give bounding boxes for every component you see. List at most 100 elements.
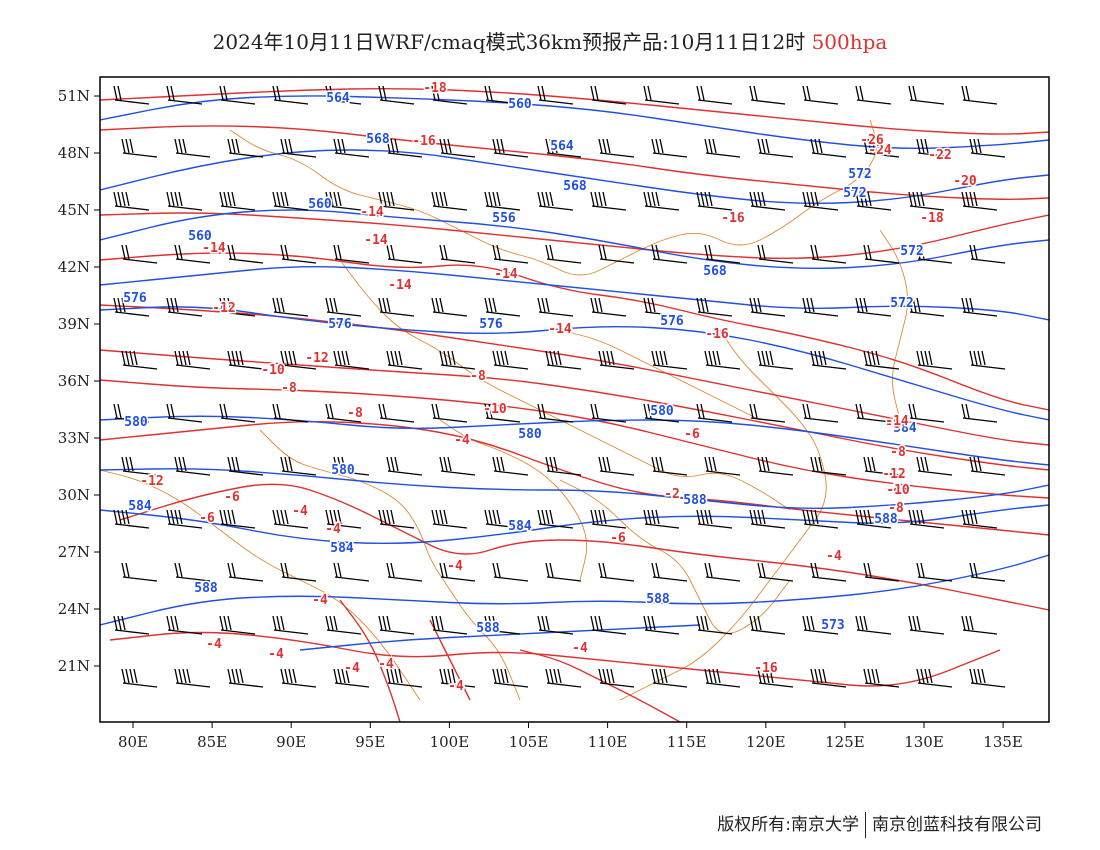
wind-barb bbox=[916, 668, 953, 688]
height-label: 573 bbox=[821, 618, 844, 633]
temperature-label: -14 bbox=[360, 205, 384, 220]
temperature-label: -14 bbox=[388, 278, 412, 293]
wind-barb bbox=[863, 668, 900, 688]
temperature-label: -14 bbox=[364, 233, 388, 248]
wind-barb bbox=[431, 191, 468, 211]
wind-barb bbox=[227, 138, 264, 158]
wind-barb bbox=[545, 350, 582, 370]
wind-barb bbox=[908, 509, 945, 529]
temperature-label: -8 bbox=[888, 501, 904, 516]
wind-barb bbox=[174, 244, 211, 264]
border-line bbox=[619, 329, 827, 701]
y-axis-ticks: 51N 48N 45N 42N 39N 36N 33N 30N 27N 24N 21N bbox=[58, 87, 100, 675]
height-label: 584 bbox=[893, 421, 917, 436]
wind-barb bbox=[598, 350, 635, 370]
wind-barb bbox=[166, 403, 203, 423]
wind-barb bbox=[908, 615, 945, 635]
y-tick-label: 36N bbox=[58, 372, 90, 390]
wind-barb bbox=[810, 138, 847, 158]
temperature-label: -4 bbox=[268, 647, 284, 662]
wind-barb bbox=[696, 191, 733, 211]
temperature-label: -12 bbox=[882, 467, 905, 482]
y-tick-label: 30N bbox=[58, 486, 90, 504]
wind-barb bbox=[810, 562, 847, 582]
wind-barb bbox=[802, 297, 839, 317]
height-label: 580 bbox=[650, 404, 674, 419]
wind-barb bbox=[545, 138, 582, 158]
temperature-label: -4 bbox=[447, 559, 463, 574]
border-line bbox=[339, 259, 791, 511]
wind-barb bbox=[643, 615, 680, 635]
wind-barb bbox=[590, 403, 627, 423]
wind-barb bbox=[431, 509, 468, 529]
y-tick-label: 51N bbox=[58, 87, 90, 105]
wind-barb bbox=[855, 297, 892, 317]
wind-barb bbox=[704, 562, 741, 582]
wind-barb bbox=[386, 138, 423, 158]
wind-barb bbox=[333, 138, 370, 158]
wind-barb bbox=[969, 138, 1006, 158]
wind-barb bbox=[651, 244, 688, 264]
wind-barb bbox=[378, 297, 415, 317]
wind-barb bbox=[643, 509, 680, 529]
wind-barb bbox=[696, 615, 733, 635]
border-line bbox=[559, 479, 791, 634]
wind-barb bbox=[378, 509, 415, 529]
wind-barb bbox=[749, 85, 786, 105]
x-tick-label: 90E bbox=[276, 733, 306, 751]
wind-barb bbox=[333, 456, 370, 476]
wind-barb bbox=[704, 668, 741, 688]
wind-barb bbox=[802, 615, 839, 635]
wind-barb bbox=[386, 456, 423, 476]
wind-barb bbox=[219, 191, 256, 211]
border-line bbox=[559, 329, 761, 421]
title-level: 500hpa bbox=[811, 30, 888, 54]
wind-barb bbox=[863, 138, 900, 158]
border-line bbox=[259, 429, 521, 701]
wind-barb bbox=[757, 562, 794, 582]
height-contour bbox=[100, 415, 1049, 466]
wind-barb bbox=[696, 403, 733, 423]
temperature-contour bbox=[100, 212, 1049, 260]
wind-barb bbox=[484, 191, 521, 211]
wind-barb bbox=[757, 350, 794, 370]
wind-barb bbox=[704, 350, 741, 370]
height-label: 576 bbox=[660, 314, 684, 329]
temperature-label: -6 bbox=[224, 490, 240, 505]
temperature-label: -16 bbox=[754, 661, 778, 676]
temperature-label: -18 bbox=[920, 211, 944, 226]
wind-barb bbox=[166, 509, 203, 529]
height-label: 560 bbox=[188, 229, 212, 244]
temperature-label: -20 bbox=[953, 174, 977, 189]
temperature-contour bbox=[100, 379, 1049, 499]
temperature-label: -10 bbox=[483, 402, 507, 417]
height-label: 560 bbox=[308, 197, 332, 212]
wind-barb bbox=[227, 350, 264, 370]
wind-barb bbox=[590, 297, 627, 317]
wind-barb bbox=[431, 615, 468, 635]
wind-barb bbox=[969, 244, 1006, 264]
temperature-label: -8 bbox=[885, 482, 901, 497]
height-label: 556 bbox=[492, 211, 516, 226]
wind-barb bbox=[174, 456, 211, 476]
wind-barb bbox=[439, 350, 476, 370]
x-tick-label: 95E bbox=[355, 733, 385, 751]
y-tick-label: 21N bbox=[58, 657, 90, 675]
height-label: 588 bbox=[683, 493, 707, 508]
x-tick-label: 130E bbox=[904, 733, 944, 751]
x-tick-label: 115E bbox=[667, 733, 707, 751]
temperature-label: -8 bbox=[347, 406, 363, 421]
x-tick-label: 80E bbox=[118, 733, 148, 751]
wind-barb bbox=[908, 191, 945, 211]
wind-barb bbox=[598, 244, 635, 264]
wind-barb bbox=[651, 138, 688, 158]
height-contour bbox=[100, 306, 1049, 421]
x-axis-ticks: 80E 85E 90E 95E 100E 105E 110E 115E 120E 125E 130E… bbox=[118, 722, 1023, 751]
copyright-left: 版权所有:南京大学 bbox=[717, 815, 859, 835]
height-label: 588 bbox=[476, 621, 500, 636]
wind-barb bbox=[325, 615, 362, 635]
wind-barb bbox=[969, 562, 1006, 582]
wind-barb bbox=[333, 668, 370, 688]
height-contour bbox=[100, 95, 1049, 150]
wind-barb bbox=[916, 138, 953, 158]
